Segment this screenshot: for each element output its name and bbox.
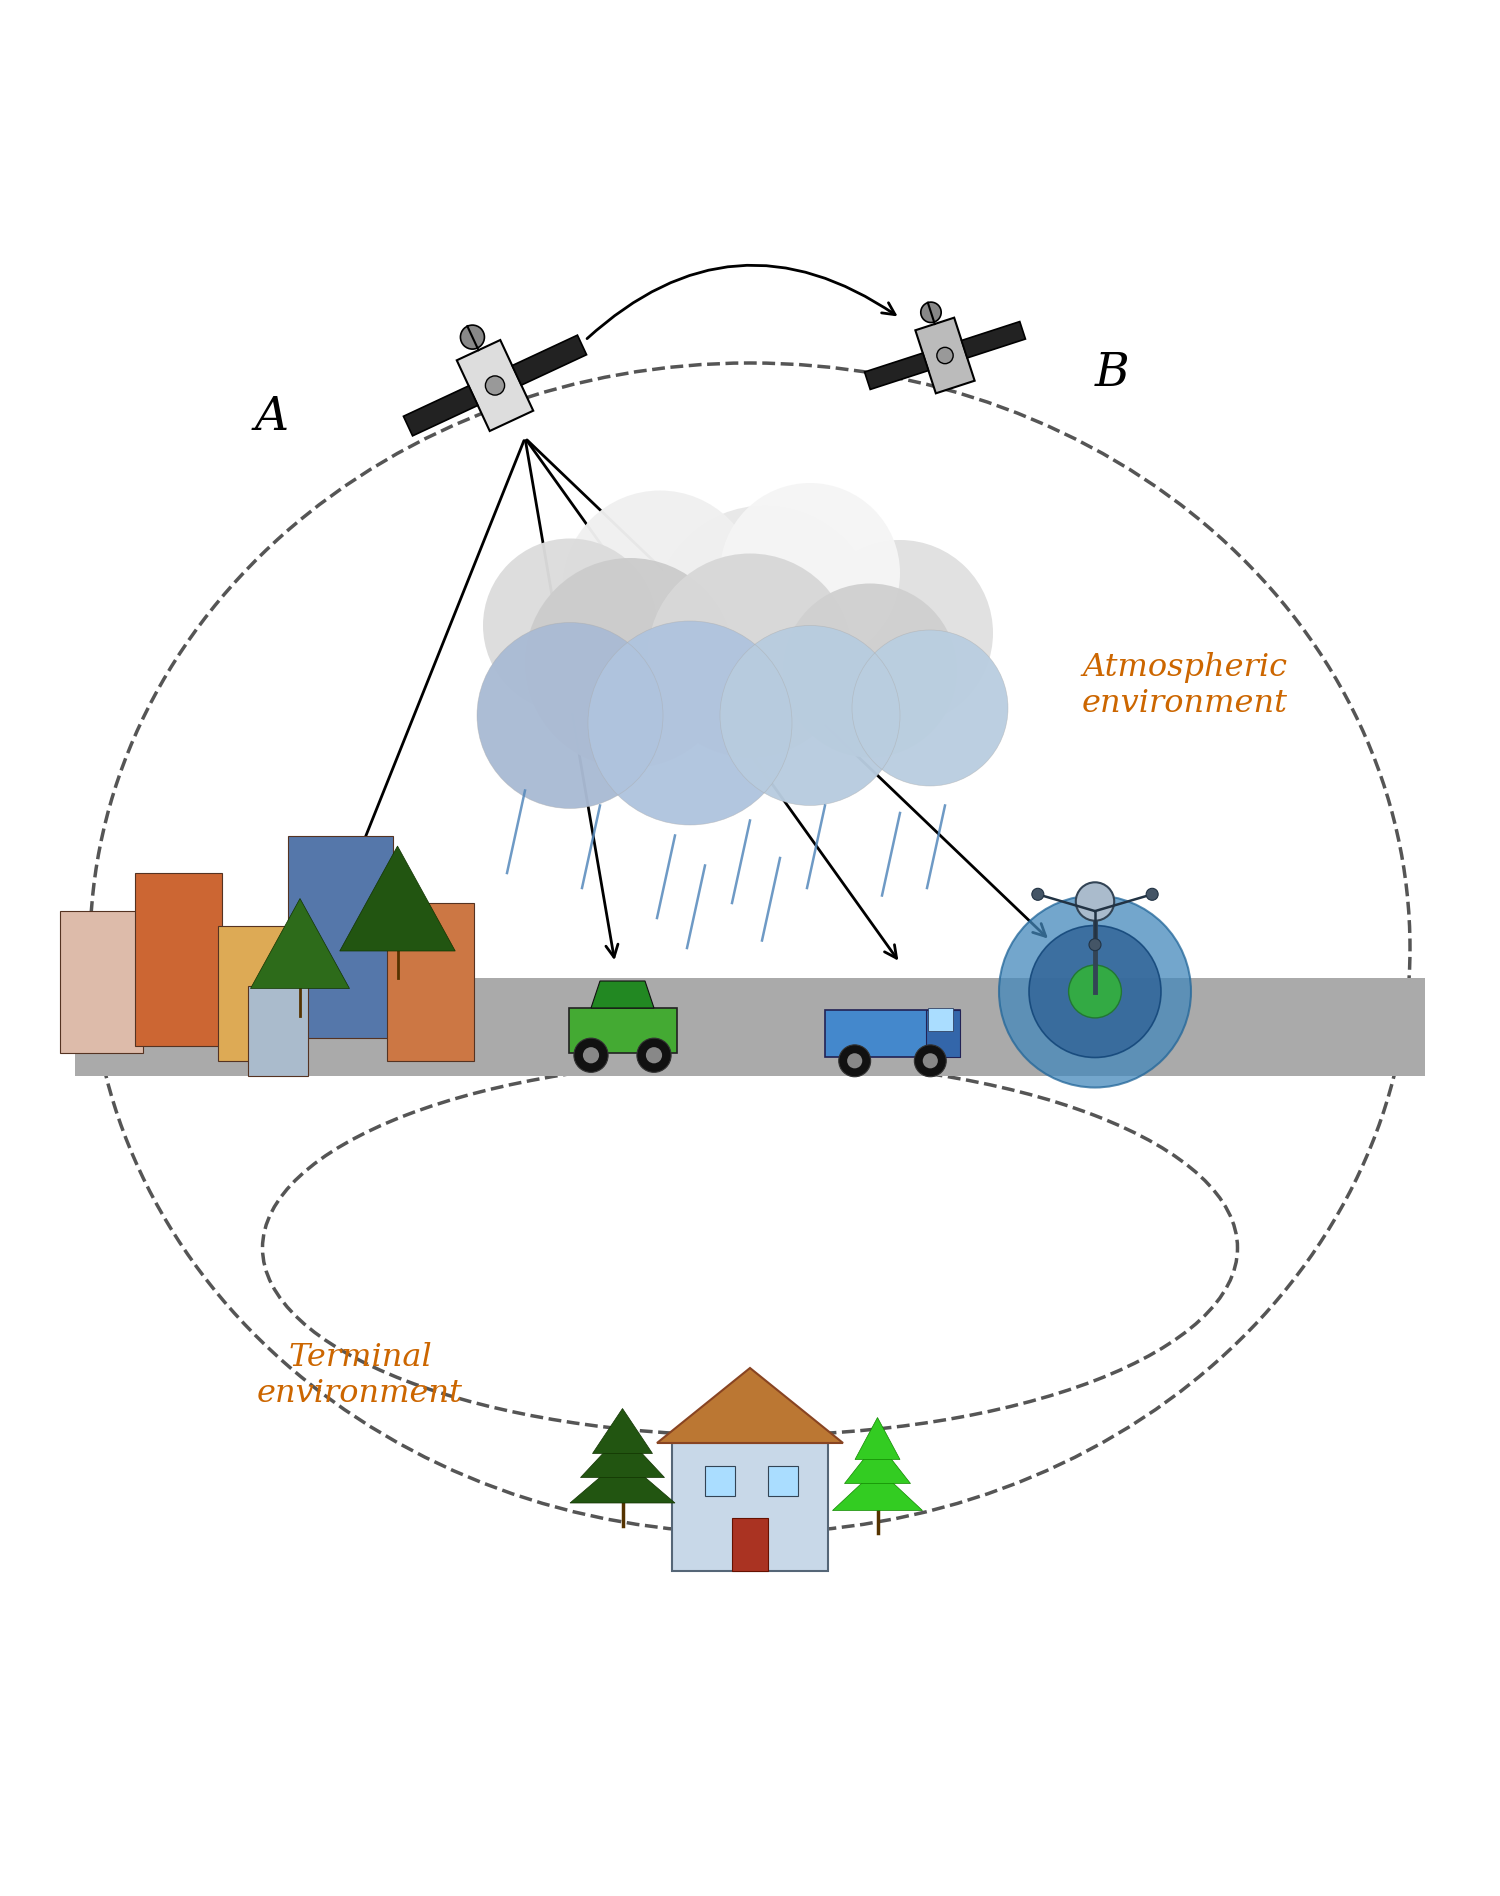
Circle shape [915,1045,946,1077]
Bar [825,1011,960,1056]
Bar [926,1011,960,1056]
Polygon shape [458,339,532,430]
Circle shape [1076,882,1114,921]
Polygon shape [580,1433,664,1477]
Bar [672,1443,828,1570]
Polygon shape [404,387,478,436]
Polygon shape [962,322,1026,358]
Circle shape [783,584,957,758]
Circle shape [1032,889,1044,901]
Text: Atmospheric
environment: Atmospheric environment [1082,652,1288,719]
Circle shape [847,1054,862,1067]
Polygon shape [657,1369,843,1443]
Circle shape [922,1054,938,1067]
Circle shape [720,626,900,806]
Text: B: B [1095,351,1130,396]
Circle shape [477,622,663,808]
Bar [75,978,1425,1075]
Bar [217,925,296,1060]
Bar [288,836,393,1037]
Circle shape [652,506,878,730]
Polygon shape [570,1458,675,1504]
Bar [732,1519,768,1570]
Circle shape [921,301,940,322]
Circle shape [807,540,993,726]
Circle shape [839,1045,870,1077]
Bar [135,872,222,1045]
Circle shape [638,1039,670,1073]
Circle shape [1089,939,1101,950]
Polygon shape [339,846,456,952]
Circle shape [1068,965,1122,1018]
Circle shape [525,557,735,768]
Polygon shape [864,353,928,389]
Bar [705,1466,735,1496]
Bar [768,1466,798,1496]
Circle shape [1146,889,1158,901]
Circle shape [574,1039,608,1073]
Polygon shape [844,1441,910,1483]
Circle shape [720,483,900,664]
Circle shape [460,324,484,349]
Circle shape [648,554,852,758]
Circle shape [562,491,758,686]
Bar [928,1009,954,1031]
Polygon shape [592,1409,652,1454]
Circle shape [852,629,1008,787]
Bar [248,986,308,1075]
Circle shape [483,538,657,713]
Circle shape [938,347,952,364]
Circle shape [584,1047,598,1064]
Circle shape [646,1047,662,1064]
Circle shape [1029,925,1161,1058]
Circle shape [486,375,504,394]
Polygon shape [512,336,586,385]
Text: Terminal
environment: Terminal environment [256,1342,464,1409]
Text: A: A [255,394,290,440]
Polygon shape [833,1469,922,1511]
Polygon shape [855,1418,900,1460]
Polygon shape [591,980,654,1009]
Polygon shape [915,319,975,392]
Bar [387,902,474,1060]
Circle shape [999,895,1191,1088]
Circle shape [588,622,792,825]
Bar [60,910,142,1052]
Polygon shape [251,899,350,988]
Bar [568,1009,676,1052]
